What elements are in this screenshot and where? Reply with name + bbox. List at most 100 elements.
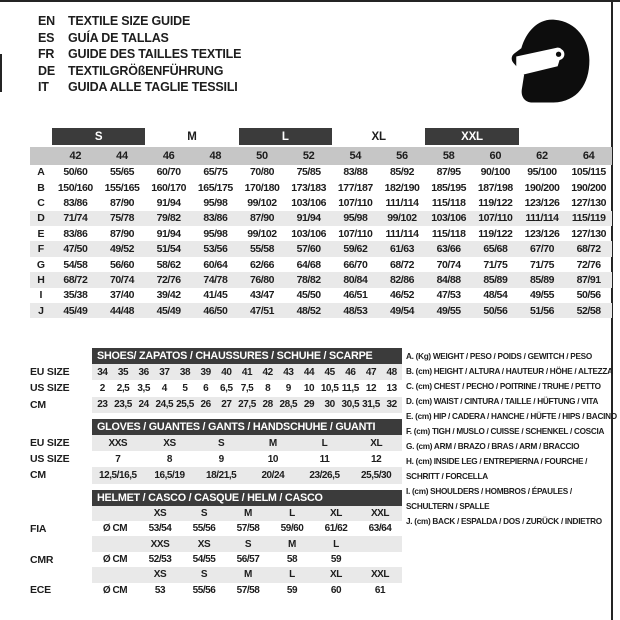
measurement-line: E. (cm) HIP / CADERA / HANCHE / HÜFTE / …	[406, 412, 617, 421]
size-cell: 11	[319, 453, 330, 465]
size-cell: 58	[286, 554, 298, 566]
size-cell: 10	[267, 453, 279, 465]
row-label	[30, 536, 92, 551]
size-cell: 107/110	[338, 196, 373, 209]
row-letter: D	[37, 212, 45, 225]
size-cell: 60	[330, 584, 342, 596]
language-row: EN TEXTILE SIZE GUIDE	[38, 13, 241, 30]
size-number-row: 42 44 46 48 50 52 54 56 58 60 62 64	[30, 147, 612, 165]
size-cell: 59/60	[280, 523, 304, 535]
size-column-header: 62	[536, 149, 548, 162]
size-cell: 55/56	[192, 584, 216, 596]
size-cell: 105/115	[571, 166, 607, 179]
row-letter: F	[37, 243, 45, 256]
size-cell: 34	[92, 364, 113, 381]
size-cell: 57/58	[236, 523, 260, 535]
size-column-header: 46	[162, 149, 175, 162]
language-row: FR GUIDE DES TAILLES TEXTILE	[38, 46, 241, 63]
row-label: US SIZE	[30, 453, 70, 466]
size-cell: 53/54	[148, 523, 172, 535]
size-cell: 23,5	[112, 396, 134, 413]
row-letter: B	[37, 181, 45, 194]
size-group-S: S	[52, 128, 146, 145]
size-cell: XL	[350, 434, 402, 452]
size-cell: 68/72	[389, 258, 414, 271]
size-cell: 42	[257, 364, 278, 381]
measurement-item: H. (cm) INSIDE LEG / ENTREPIERNA / FOURC…	[406, 454, 616, 484]
size-cell: 87/90	[109, 196, 134, 209]
size-cell: XXS	[138, 536, 182, 552]
measurement-item: E. (cm) HIP / CADERA / HANCHE / HÜFTE / …	[406, 409, 617, 424]
size-group-XL: XL	[371, 130, 386, 143]
page-border-top	[0, 0, 620, 2]
size-cell: 59/62	[343, 243, 368, 256]
size-cell: XS	[143, 434, 196, 452]
measurement-line: F. (cm) TIGH / MUSLO / CUISSE / SCHENKEL…	[406, 427, 605, 436]
size-cell: 68/72	[63, 273, 88, 286]
row-label: ECE	[30, 584, 51, 597]
diameter-cell	[92, 536, 138, 552]
size-group-L: L	[238, 128, 332, 145]
size-table-row: F 47/50 49/52 51/54 53/56 55/58 57/60 59/62 61/6…	[30, 241, 612, 257]
size-cell: 82/86	[389, 273, 414, 286]
size-cell: 90/100	[480, 166, 511, 179]
helmet-size-row: XS S M L XL XXL	[30, 567, 402, 583]
size-cell: 72/76	[576, 258, 601, 271]
size-cell: 50/60	[63, 166, 88, 179]
helmet-section-title: HELMET / CASCO / CASQUE / HELM / CASCO	[92, 489, 402, 506]
size-cell: 20/24	[247, 467, 299, 484]
size-cell: 95/98	[203, 227, 228, 240]
size-cell: S	[226, 536, 270, 552]
size-cell: 51/54	[156, 243, 181, 256]
size-cell: 40	[215, 364, 237, 381]
size-cell: 8	[265, 382, 271, 394]
language-title: TEXTILE SIZE GUIDE	[68, 14, 191, 28]
size-cell: 16,5/19	[143, 467, 196, 484]
size-table-row: B 150/160 155/165 160/170 165/175 170/180 173/…	[30, 180, 612, 195]
size-cell: 160/170	[151, 181, 187, 194]
size-cell: 53	[154, 584, 166, 596]
diameter-cell: Ø CM	[102, 584, 128, 596]
size-cell: 52/53	[148, 554, 172, 566]
measurement-line: C. (cm) CHEST / PECHO / POITRINE / TRUHE…	[406, 382, 601, 391]
language-title: GUIDE DES TAILLES TEXTILE	[68, 47, 242, 62]
size-cell: 91/94	[156, 196, 181, 209]
size-cell: 87/95	[436, 166, 461, 179]
size-cell: 45/49	[63, 304, 88, 317]
size-cell: 44	[298, 364, 320, 381]
size-cell: 48/53	[343, 304, 368, 317]
size-cell: 71/75	[483, 258, 508, 271]
size-cell: 84/88	[436, 273, 461, 286]
size-cell: 95/98	[343, 212, 368, 225]
size-cell: 75/78	[109, 212, 134, 225]
size-table-row: I 35/38 37/40 39/42 41/45 43/47 45/50 46/51 46/5…	[30, 288, 612, 303]
size-cell: 75/85	[296, 166, 321, 179]
size-cell: 28	[257, 396, 278, 413]
size-cell: 43/47	[249, 289, 274, 302]
size-cell: 53/56	[203, 243, 228, 256]
row-label	[30, 567, 92, 582]
size-cell: 70/74	[109, 273, 134, 286]
size-table-row: E 83/86 87/90 91/94 95/98 99/102 103/106 107/11…	[30, 226, 612, 241]
size-group-XXL: XXL	[425, 128, 519, 145]
size-cell: 51/56	[529, 304, 554, 317]
size-cell: 26	[195, 396, 216, 413]
size-cell: 39/42	[156, 289, 181, 302]
row-letter: J	[38, 304, 44, 317]
size-cell: 41	[236, 364, 258, 381]
size-cell: 107/110	[338, 227, 373, 240]
size-row: EU SIZE 34 35 36 37 38 39 40 41 42 43 44 45 46 47 48	[30, 364, 402, 381]
language-title: GUIDA ALLE TAGLIE TESSILI	[68, 80, 238, 95]
size-cell: 50/56	[483, 304, 508, 317]
size-cell: 99/102	[247, 196, 277, 209]
size-cell: 83/86	[63, 196, 88, 209]
size-cell: M	[247, 434, 299, 452]
size-table-row: A 50/60 55/65 60/70 65/75 70/80 75/85 83/88 85/9…	[30, 165, 612, 180]
size-cell: 103/106	[291, 227, 327, 240]
helmet-size-row: XS S M L XL XXL	[30, 505, 402, 522]
measurement-line: B. (cm) HEIGHT / ALTURA / HAUTEUR / HÖHE…	[406, 367, 613, 376]
size-cell: 87/90	[249, 212, 274, 225]
measurement-item: C. (cm) CHEST / PECHO / POITRINE / TRUHE…	[406, 379, 616, 394]
size-cell: 72/76	[156, 273, 181, 286]
